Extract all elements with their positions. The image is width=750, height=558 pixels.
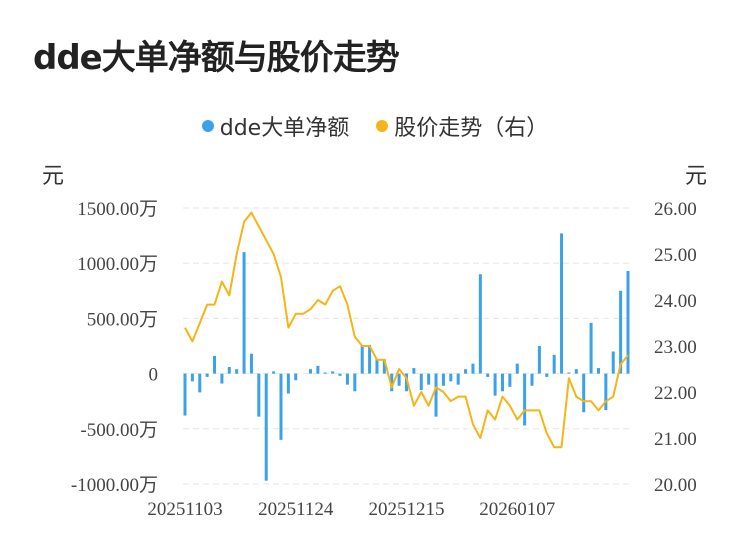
dde-bar [626, 270, 630, 374]
dde-bar [493, 373, 497, 396]
dde-bar [530, 373, 534, 386]
legend-label-dde: dde大单净额 [219, 116, 350, 141]
x-tick-label: 20251124 [258, 499, 334, 520]
dde-bar [611, 351, 615, 374]
legend-label-price: 股价走势（右） [394, 116, 549, 141]
dde-bar [574, 369, 578, 374]
dde-bar [419, 373, 423, 391]
dde-bar [456, 373, 460, 385]
dde-bar [552, 354, 556, 374]
dde-bar [604, 373, 608, 411]
dde-bar [405, 373, 408, 392]
y-right-tick-label: 21.00 [654, 429, 697, 450]
dde-bar [537, 346, 541, 374]
dde-bar [560, 233, 564, 374]
legend: dde大单净额 股价走势（右） [0, 110, 750, 142]
dde-bar [286, 373, 290, 394]
dde-bar [464, 369, 468, 374]
dde-bar [434, 373, 438, 417]
legend-item-price[interactable]: 股价走势（右） [376, 110, 548, 142]
y-right-tick-label: 20.00 [654, 475, 697, 496]
dde-bar [412, 368, 416, 374]
dde-bar [582, 373, 586, 413]
dde-bar [235, 369, 239, 374]
legend-item-dde[interactable]: dde大单净额 [201, 110, 350, 142]
y-right-tick-label: 23.00 [654, 337, 697, 358]
dde-bar [589, 322, 593, 374]
y-right-tick-label: 24.00 [654, 291, 697, 312]
dde-bar [331, 371, 335, 374]
dde-bar [478, 274, 482, 374]
dde-bar [183, 373, 187, 416]
dde-bar [368, 344, 372, 374]
dde-bar [316, 365, 320, 374]
price-line [184, 211, 629, 449]
dde-bar [449, 373, 453, 382]
chart-title: dde大单净额与股价走势 [33, 38, 400, 78]
dde-bar [272, 371, 276, 374]
y-left-tick-label: 1000.00万 [77, 254, 158, 275]
dde-bar [619, 290, 623, 374]
dde-bar [227, 366, 231, 374]
dde-bar [198, 373, 202, 393]
dde-bar [486, 373, 490, 377]
dde-bar [545, 373, 549, 377]
dde-bar [515, 363, 519, 374]
dde-bar [323, 372, 327, 374]
dde-bar [523, 373, 527, 426]
dde-bar [500, 373, 504, 392]
y-right-tick-label: 22.00 [654, 383, 697, 404]
dde-bar [441, 373, 445, 386]
dde-bar [360, 346, 364, 374]
dde-bar [596, 368, 600, 374]
dde-bar [390, 373, 394, 392]
y-left-tick-label: -500.00万 [80, 420, 158, 441]
dde-bar [257, 373, 261, 417]
dde-bar [345, 373, 349, 385]
dde-bar [294, 373, 298, 381]
x-tick-label: 20251103 [147, 499, 222, 520]
dde-bar [375, 359, 379, 374]
dde-bar [338, 373, 342, 376]
dde-bar [471, 363, 475, 374]
dde-bar [220, 373, 224, 384]
dde-bar [242, 252, 246, 374]
dde-bar [397, 373, 401, 386]
dde-bar [508, 373, 512, 387]
y-right-tick-label: 26.00 [654, 199, 697, 220]
x-tick-label: 20251215 [369, 499, 445, 520]
y-left-tick-label: 1500.00万 [77, 199, 158, 220]
legend-swatch-bar [201, 120, 214, 132]
dde-bar [190, 373, 194, 382]
x-tick-label: 20260107 [479, 499, 555, 520]
dde-bar [279, 373, 283, 440]
dde-bar [353, 373, 357, 392]
dde-bar [213, 355, 217, 374]
y-right-tick-label: 25.00 [654, 245, 697, 266]
y-left-tick-label: 0 [149, 365, 159, 386]
dde-bar [205, 373, 209, 377]
right-axis-unit: 元 [685, 164, 708, 189]
y-left-tick-label: -1000.00万 [71, 475, 158, 496]
legend-swatch-line [376, 120, 389, 132]
dde-bar [567, 372, 571, 374]
dde-bar [382, 359, 386, 374]
y-left-tick-label: 500.00万 [87, 309, 158, 330]
dde-bar [309, 369, 313, 374]
dde-bar [249, 353, 253, 374]
dde-bar [264, 373, 268, 481]
left-axis-unit: 元 [42, 164, 65, 189]
dde-bar [427, 373, 431, 385]
